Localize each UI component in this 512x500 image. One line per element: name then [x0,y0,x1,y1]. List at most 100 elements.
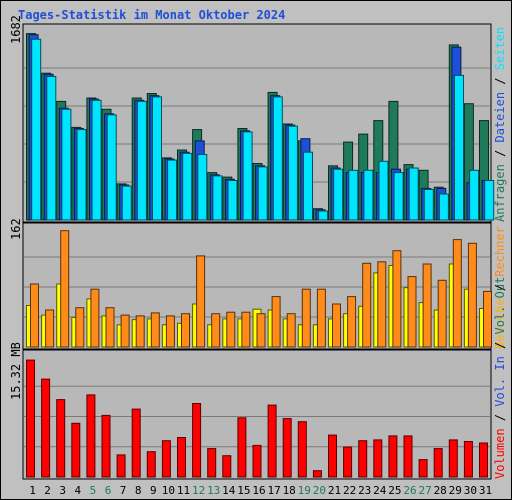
x-tick-label-day-19: 19 [298,484,311,497]
bar-seiten-day-20 [318,210,329,221]
bar-seiten-day-22 [348,169,359,221]
legend-part: Volumen [493,428,507,479]
bar-rechner-day-23 [362,262,372,348]
bar-volumen-day-31 [479,442,488,478]
bar-rechner-day-10 [165,315,175,348]
x-tick-label-day-16: 16 [252,484,265,497]
bar-rechner-day-29 [452,239,462,348]
x-tick-label-day-13: 13 [207,484,220,497]
x-tick-label-day-30: 30 [464,484,477,497]
bar-volumen-day-6 [101,414,111,478]
x-tick-label-day-25: 25 [388,484,401,497]
bar-seiten-day-18 [287,125,298,221]
bar-volumen-day-27 [418,459,428,478]
bar-rechner-day-7 [120,314,130,348]
bar-volumen-day-18 [282,418,292,478]
panel-visits-hosts: 162 Besuche / Rechner [9,218,507,350]
bar-volumen-day-16 [252,444,262,478]
x-tick-label-day-11: 11 [177,484,190,497]
x-tick-label-day-17: 17 [267,484,280,497]
legend-part: Besuche [493,298,507,349]
legend-visits-hosts: Besuche / Rechner [493,226,507,349]
bar-rechner-day-15 [241,311,251,348]
x-tick-label-day-14: 14 [222,484,236,497]
bar-rechner-day-21 [332,303,341,348]
bar-seiten-day-21 [333,168,344,221]
bar-volumen-day-25 [388,435,398,478]
bar-rechner-day-19 [301,288,311,348]
bar-rechner-day-31 [483,290,492,348]
legend-part: / [493,342,507,356]
bar-seiten-day-31 [484,180,495,221]
bar-volumen-day-1 [26,359,35,478]
bar-rechner-day-28 [437,279,447,348]
y-max-label-visits: 162 [9,218,23,240]
bar-seiten-day-6 [106,114,117,221]
bar-seiten-day-4 [76,129,87,221]
x-tick-label-day-28: 28 [434,484,447,497]
x-tick-label-day-23: 23 [358,484,371,497]
x-tick-label-day-3: 3 [59,484,66,497]
bar-rechner-day-16 [256,313,266,348]
bar-seiten-day-17 [272,96,283,221]
bar-seiten-day-29 [454,74,464,221]
bar-volumen-day-4 [71,422,81,478]
x-tick-label-day-7: 7 [120,484,127,497]
bar-seiten-day-5 [91,99,102,221]
x-axis-day-labels: 1 2 3 4 5 6 7 8 9 10 11 12 13 14 15 16 17 18 19 20 21 22 23 24 2… [29,484,492,497]
x-tick-label-day-22: 22 [343,484,356,497]
x-tick-label-day-6: 6 [105,484,112,497]
bar-rechner-day-25 [392,250,402,348]
bar-seiten-day-13 [212,175,223,221]
bar-seiten-day-9 [152,96,162,221]
bar-seiten-day-11 [182,152,193,221]
bar-seiten-day-26 [408,167,419,221]
bar-seiten-day-30 [469,169,480,221]
y-max-label-volume: 15.32 MB [9,342,23,400]
bar-volumen-day-24 [373,439,383,478]
bar-rechner-day-12 [196,255,206,348]
bar-seiten-day-24 [378,160,389,221]
x-tick-label-day-20: 20 [313,484,326,497]
bar-rechner-day-4 [75,307,85,348]
legend-part: Rechner [493,226,507,284]
bar-volumen-day-23 [358,440,368,478]
chart-title: Tages-Statistik im Monat Oktober 2024 [18,8,285,22]
bar-seiten-day-16 [257,166,268,221]
legend-part: Anfragen [493,164,507,222]
bar-rechner-day-8 [135,315,145,348]
x-tick-label-day-15: 15 [237,484,250,497]
bar-rechner-day-1 [30,283,39,348]
legend-part: / [493,414,507,428]
bar-volumen-day-22 [343,446,353,478]
bar-volumen-day-15 [237,417,247,478]
bar-rechner-day-22 [347,296,357,348]
x-tick-label-day-29: 29 [449,484,462,497]
bar-seiten-day-12 [197,154,208,221]
bar-seiten-day-7 [121,185,132,221]
bar-volumen-day-9 [146,451,156,478]
x-tick-label-day-31: 31 [479,484,492,497]
bar-rechner-day-17 [271,296,281,348]
x-tick-label-day-10: 10 [162,484,175,497]
bar-seiten-day-10 [167,159,178,221]
bar-rechner-day-9 [150,312,160,348]
legend-part: Dateien [493,92,507,150]
bar-rechner-day-20 [316,288,326,348]
bar-seiten-day-1 [31,38,42,221]
bar-seiten-day-8 [136,100,147,221]
bar-rechner-day-18 [286,313,296,348]
bar-volumen-day-10 [161,440,171,478]
legend-part: / [493,78,507,92]
x-tick-label-day-2: 2 [44,484,51,497]
legend-part: Seiten [493,27,507,78]
x-tick-label-day-12: 12 [192,484,205,497]
bar-seiten-day-14 [227,180,238,221]
bar-seiten-day-19 [303,151,313,221]
y-max-label-requests: 1682 [9,15,23,44]
bar-rechner-day-14 [226,311,236,348]
x-tick-label-day-24: 24 [373,484,387,497]
legend-part: Vol. In [493,356,507,414]
bar-rechner-day-30 [467,242,477,348]
